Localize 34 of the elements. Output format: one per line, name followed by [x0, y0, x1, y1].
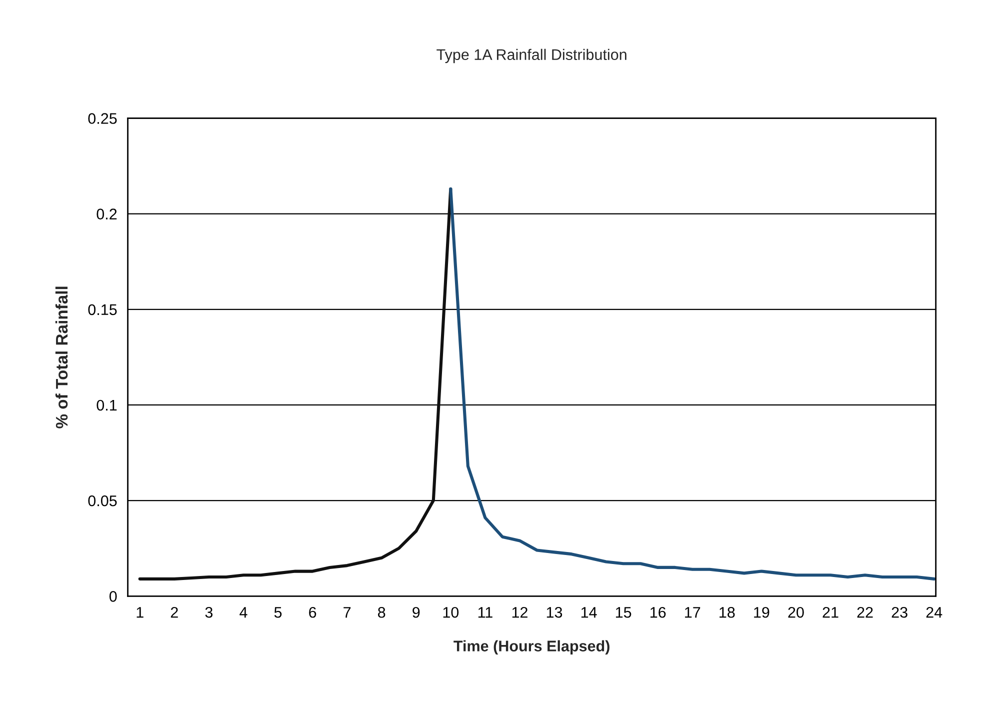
x-tick-label: 22	[857, 606, 873, 618]
y-tick-label: 0.25	[88, 113, 117, 124]
x-tick-label: 2	[170, 606, 178, 618]
x-tick-label: 8	[378, 606, 386, 618]
y-tick-label: 0.2	[96, 208, 117, 220]
x-tick-label: 17	[685, 607, 700, 618]
x-tick-label: 24	[926, 606, 942, 618]
x-tick-label: 20	[788, 606, 804, 618]
x-tick-label: 12	[512, 606, 528, 618]
x-tick-label: 14	[581, 607, 597, 618]
x-tick-label: 16	[650, 606, 666, 618]
line-series	[449, 187, 936, 580]
x-tick-label: 1	[136, 607, 144, 618]
x-tick-label: 4	[240, 607, 248, 618]
x-tick-label: 11	[478, 607, 492, 618]
x-tick-label: 13	[546, 606, 562, 618]
y-tick-label: 0	[109, 591, 117, 602]
y-tick-label: 0.1	[96, 400, 117, 411]
y-tick-label: 0.15	[88, 304, 117, 316]
x-axis-title: Time (Hours Elapsed)	[454, 640, 610, 654]
x-tick-label: 23	[892, 606, 908, 618]
y-tick-label: 0.05	[88, 495, 117, 506]
x-tick-label: 6	[309, 606, 316, 618]
x-tick-label: 18	[720, 606, 735, 618]
x-tick-label: 19	[754, 606, 770, 618]
x-tick-label: 15	[616, 607, 632, 618]
y-axis-title: % of Total Rainfall	[55, 286, 68, 428]
x-tick-label: 7	[344, 607, 351, 618]
x-tick-label: 9	[412, 606, 420, 618]
x-tick-label: 5	[274, 607, 282, 618]
x-tick-label: 10	[443, 606, 459, 618]
x-tick-label: 21	[822, 606, 838, 618]
chart-title: Type 1A Rainfall Distribution	[436, 48, 626, 64]
x-tick-label: 3	[205, 606, 213, 618]
